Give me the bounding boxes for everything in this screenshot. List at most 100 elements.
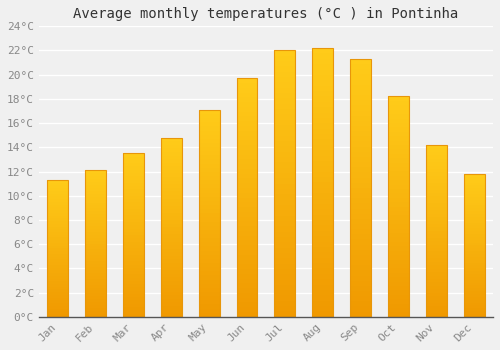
FancyBboxPatch shape [388, 313, 409, 317]
FancyBboxPatch shape [198, 160, 220, 163]
FancyBboxPatch shape [236, 164, 258, 169]
FancyBboxPatch shape [464, 288, 484, 291]
FancyBboxPatch shape [85, 211, 106, 214]
FancyBboxPatch shape [85, 170, 106, 173]
FancyBboxPatch shape [161, 198, 182, 202]
FancyBboxPatch shape [48, 235, 68, 237]
FancyBboxPatch shape [312, 161, 333, 166]
FancyBboxPatch shape [123, 265, 144, 268]
FancyBboxPatch shape [198, 313, 220, 317]
FancyBboxPatch shape [48, 267, 68, 270]
FancyBboxPatch shape [161, 259, 182, 263]
FancyBboxPatch shape [123, 245, 144, 248]
FancyBboxPatch shape [123, 183, 144, 186]
FancyBboxPatch shape [426, 313, 446, 317]
FancyBboxPatch shape [426, 300, 446, 303]
FancyBboxPatch shape [123, 173, 144, 176]
FancyBboxPatch shape [236, 155, 258, 159]
FancyBboxPatch shape [312, 118, 333, 123]
FancyBboxPatch shape [198, 110, 220, 114]
FancyBboxPatch shape [123, 314, 144, 317]
FancyBboxPatch shape [161, 138, 182, 141]
FancyBboxPatch shape [274, 93, 295, 98]
FancyBboxPatch shape [161, 238, 182, 242]
FancyBboxPatch shape [426, 176, 446, 179]
FancyBboxPatch shape [236, 107, 258, 112]
FancyBboxPatch shape [236, 178, 258, 183]
FancyBboxPatch shape [48, 281, 68, 284]
FancyBboxPatch shape [85, 214, 106, 217]
FancyBboxPatch shape [426, 152, 446, 155]
FancyBboxPatch shape [464, 180, 484, 183]
FancyBboxPatch shape [388, 123, 409, 127]
FancyBboxPatch shape [123, 310, 144, 314]
FancyBboxPatch shape [236, 88, 258, 93]
FancyBboxPatch shape [236, 93, 258, 97]
FancyBboxPatch shape [85, 241, 106, 244]
FancyBboxPatch shape [85, 232, 106, 235]
FancyBboxPatch shape [464, 191, 484, 194]
FancyBboxPatch shape [274, 141, 295, 146]
FancyBboxPatch shape [123, 261, 144, 265]
FancyBboxPatch shape [312, 145, 333, 150]
FancyBboxPatch shape [85, 173, 106, 176]
FancyBboxPatch shape [198, 131, 220, 135]
FancyBboxPatch shape [161, 231, 182, 234]
FancyBboxPatch shape [464, 302, 484, 306]
FancyBboxPatch shape [426, 234, 446, 238]
FancyBboxPatch shape [274, 131, 295, 136]
FancyBboxPatch shape [464, 214, 484, 217]
FancyBboxPatch shape [198, 168, 220, 172]
FancyBboxPatch shape [48, 309, 68, 312]
FancyBboxPatch shape [426, 275, 446, 279]
FancyBboxPatch shape [198, 151, 220, 155]
FancyBboxPatch shape [236, 269, 258, 274]
FancyBboxPatch shape [426, 186, 446, 190]
FancyBboxPatch shape [312, 220, 333, 225]
FancyBboxPatch shape [161, 206, 182, 209]
FancyBboxPatch shape [161, 166, 182, 170]
FancyBboxPatch shape [312, 193, 333, 198]
FancyBboxPatch shape [48, 216, 68, 218]
FancyBboxPatch shape [388, 206, 409, 211]
FancyBboxPatch shape [388, 273, 409, 277]
FancyBboxPatch shape [161, 270, 182, 274]
FancyBboxPatch shape [464, 188, 484, 191]
FancyBboxPatch shape [236, 145, 258, 150]
FancyBboxPatch shape [388, 184, 409, 189]
FancyBboxPatch shape [85, 176, 106, 179]
FancyBboxPatch shape [274, 152, 295, 157]
FancyBboxPatch shape [198, 139, 220, 143]
FancyBboxPatch shape [161, 267, 182, 270]
FancyBboxPatch shape [312, 80, 333, 86]
FancyBboxPatch shape [123, 196, 144, 199]
FancyBboxPatch shape [123, 255, 144, 258]
FancyBboxPatch shape [198, 259, 220, 263]
FancyBboxPatch shape [350, 255, 371, 260]
FancyBboxPatch shape [85, 246, 106, 250]
FancyBboxPatch shape [85, 258, 106, 261]
FancyBboxPatch shape [426, 296, 446, 300]
FancyBboxPatch shape [312, 129, 333, 134]
FancyBboxPatch shape [236, 97, 258, 102]
FancyBboxPatch shape [274, 216, 295, 221]
FancyBboxPatch shape [312, 64, 333, 70]
FancyBboxPatch shape [350, 75, 371, 79]
FancyBboxPatch shape [312, 279, 333, 285]
FancyBboxPatch shape [198, 188, 220, 193]
FancyBboxPatch shape [312, 274, 333, 279]
FancyBboxPatch shape [48, 191, 68, 194]
FancyBboxPatch shape [161, 170, 182, 174]
FancyBboxPatch shape [198, 201, 220, 205]
FancyBboxPatch shape [198, 251, 220, 255]
FancyBboxPatch shape [388, 281, 409, 286]
FancyBboxPatch shape [48, 298, 68, 300]
FancyBboxPatch shape [464, 177, 484, 180]
FancyBboxPatch shape [123, 225, 144, 229]
FancyBboxPatch shape [236, 126, 258, 131]
FancyBboxPatch shape [464, 248, 484, 251]
FancyBboxPatch shape [198, 255, 220, 259]
FancyBboxPatch shape [464, 280, 484, 282]
FancyBboxPatch shape [161, 285, 182, 288]
FancyBboxPatch shape [274, 184, 295, 189]
